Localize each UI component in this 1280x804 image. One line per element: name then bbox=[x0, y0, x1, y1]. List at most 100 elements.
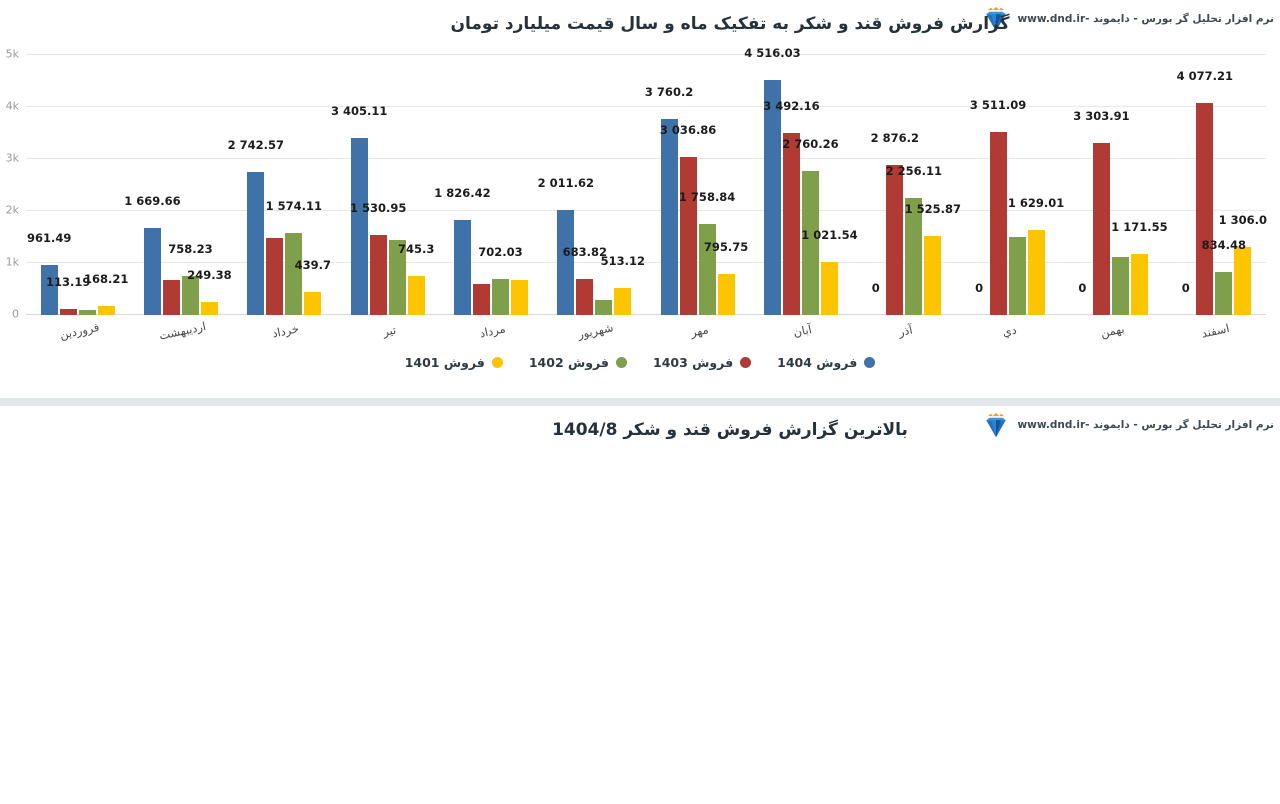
bar-slot[interactable]: 1 826.42 bbox=[434, 55, 491, 315]
bar-slot[interactable]: 961.49 bbox=[27, 55, 71, 315]
bar-slot[interactable]: 4 077.21 bbox=[1177, 55, 1233, 315]
bar-slot[interactable] bbox=[510, 55, 528, 315]
bar-slot[interactable] bbox=[162, 55, 180, 315]
bar[interactable] bbox=[660, 119, 678, 315]
legend-item[interactable]: فروش 1403 bbox=[653, 355, 752, 370]
bar[interactable] bbox=[595, 299, 613, 315]
bar[interactable] bbox=[1234, 247, 1252, 315]
bar-slot[interactable]: 795.75 bbox=[704, 55, 748, 315]
bar-slot[interactable]: 1 574.11 bbox=[266, 55, 322, 315]
bar[interactable] bbox=[820, 261, 838, 315]
bar-slot[interactable]: 1 758.84 bbox=[679, 55, 735, 315]
bar-slot[interactable]: 2 742.57 bbox=[228, 55, 284, 315]
legend-item[interactable]: فروش 1404 bbox=[777, 355, 876, 370]
bar-slot[interactable]: 3 036.86 bbox=[660, 55, 716, 315]
bar[interactable] bbox=[1130, 254, 1148, 315]
bar[interactable] bbox=[143, 228, 161, 315]
bar-slot[interactable]: 758.23 bbox=[168, 55, 213, 315]
bar[interactable] bbox=[407, 276, 425, 315]
bar[interactable] bbox=[369, 235, 387, 315]
bar[interactable] bbox=[510, 280, 528, 315]
bar-slot[interactable]: 1 306.0 bbox=[1219, 55, 1267, 315]
bar-slot[interactable]: 3 511.09 bbox=[970, 55, 1026, 315]
bar-slot[interactable]: 113.19 bbox=[46, 55, 90, 315]
x-axis-tick-label: فروردین bbox=[58, 319, 101, 342]
bar[interactable] bbox=[304, 292, 322, 315]
bar-slot[interactable] bbox=[388, 55, 406, 315]
bar-slot[interactable]: 1 171.55 bbox=[1111, 55, 1168, 315]
bar-slot[interactable]: 3 760.2 bbox=[645, 55, 693, 315]
bar-slot[interactable]: 834.48 bbox=[1202, 55, 1246, 315]
legend-item[interactable]: فروش 1401 bbox=[405, 355, 503, 370]
bar-slot[interactable]: 1 629.01 bbox=[1008, 55, 1064, 315]
bar[interactable] bbox=[247, 172, 265, 315]
bar-slot[interactable] bbox=[1008, 55, 1026, 315]
bar[interactable] bbox=[181, 275, 199, 315]
bar-slot[interactable]: 513.12 bbox=[601, 55, 645, 315]
bar-slot[interactable]: 3 303.91 bbox=[1073, 55, 1130, 315]
bar-slot[interactable]: 2 011.62 bbox=[538, 55, 594, 315]
bar[interactable] bbox=[491, 278, 509, 315]
bar[interactable] bbox=[801, 171, 819, 315]
bar-slot[interactable]: 1 525.87 bbox=[905, 55, 961, 315]
bar[interactable] bbox=[576, 279, 594, 315]
legend-item[interactable]: فروش 1402 bbox=[529, 355, 627, 370]
bar-slot[interactable]: 1 021.54 bbox=[801, 55, 858, 315]
bar-slot[interactable]: 2 876.2 bbox=[871, 55, 919, 315]
bar-slot[interactable]: 0 bbox=[1177, 55, 1194, 315]
bar[interactable] bbox=[679, 157, 697, 315]
bar-slot[interactable]: 3 405.11 bbox=[331, 55, 387, 315]
bar-slot[interactable] bbox=[1111, 55, 1129, 315]
bar[interactable] bbox=[1008, 237, 1026, 315]
bar[interactable] bbox=[698, 223, 716, 315]
bar[interactable] bbox=[1111, 257, 1129, 315]
bar-slot[interactable]: 2 256.11 bbox=[886, 55, 942, 315]
bar[interactable] bbox=[78, 310, 96, 315]
bar[interactable] bbox=[40, 265, 58, 315]
bar[interactable] bbox=[266, 238, 284, 315]
bar-slot[interactable]: 683.82 bbox=[563, 55, 607, 315]
bar[interactable] bbox=[1092, 143, 1110, 315]
bar-slot[interactable]: 702.03 bbox=[478, 55, 523, 315]
bar[interactable] bbox=[59, 309, 77, 315]
bar[interactable] bbox=[388, 239, 406, 315]
bar-slot[interactable]: 2 760.26 bbox=[782, 55, 839, 315]
bar[interactable] bbox=[200, 302, 218, 315]
brand-text: نرم افزار تحلیل گر بورس - دایموند -www.d… bbox=[1017, 13, 1274, 25]
bar[interactable] bbox=[453, 220, 471, 315]
bar[interactable] bbox=[97, 306, 115, 315]
bar[interactable] bbox=[614, 288, 632, 315]
bar[interactable] bbox=[557, 210, 575, 315]
bar-slot[interactable] bbox=[472, 55, 490, 315]
bar-slot[interactable]: 0 bbox=[867, 55, 884, 315]
bar-slot[interactable] bbox=[266, 55, 284, 315]
bar[interactable] bbox=[162, 279, 180, 315]
bar[interactable] bbox=[905, 197, 923, 315]
bar-slot[interactable]: 168.21 bbox=[84, 55, 128, 315]
bar-slot[interactable]: 0 bbox=[1074, 55, 1091, 315]
bar[interactable] bbox=[1215, 271, 1233, 315]
bar-slot[interactable]: 249.38 bbox=[187, 55, 232, 315]
bar-value-label: 834.48 bbox=[1201, 237, 1246, 252]
bar[interactable] bbox=[1027, 230, 1045, 315]
bar-slot[interactable]: 4 516.03 bbox=[744, 46, 801, 315]
bar-slot[interactable]: 1 669.66 bbox=[124, 55, 181, 315]
bar[interactable] bbox=[782, 133, 800, 315]
bar[interactable] bbox=[1196, 103, 1214, 315]
bar-slot[interactable] bbox=[595, 55, 613, 315]
bar-slot[interactable] bbox=[78, 55, 96, 315]
bar-slot[interactable]: 3 492.16 bbox=[763, 55, 820, 315]
bar[interactable] bbox=[763, 80, 781, 315]
bar[interactable] bbox=[924, 235, 942, 315]
bar-value-label: 1 525.87 bbox=[904, 201, 961, 216]
bar[interactable] bbox=[717, 273, 735, 315]
bar[interactable] bbox=[350, 137, 368, 315]
bar-slot[interactable]: 745.3 bbox=[398, 55, 434, 315]
bar[interactable] bbox=[886, 165, 904, 315]
bar-slot[interactable]: 439.7 bbox=[295, 55, 331, 315]
bar[interactable] bbox=[989, 132, 1007, 315]
bar[interactable] bbox=[472, 284, 490, 315]
bar-slot[interactable]: 0 bbox=[971, 55, 988, 315]
bar[interactable] bbox=[285, 233, 303, 315]
bar-slot[interactable]: 1 530.95 bbox=[350, 55, 406, 315]
